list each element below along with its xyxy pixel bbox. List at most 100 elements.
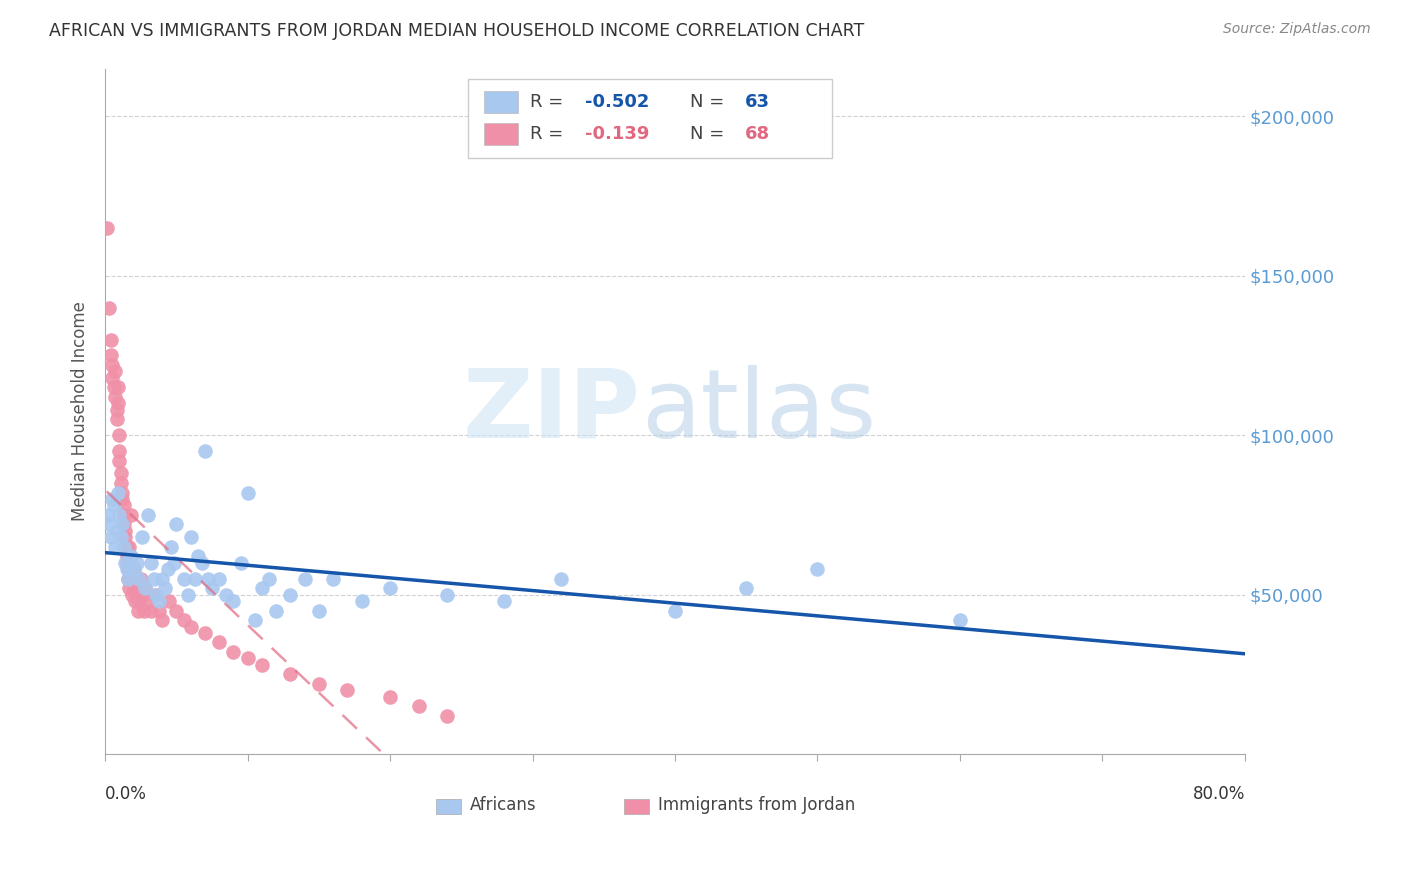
Point [408, 699, 430, 714]
Point [129, 572, 152, 586]
Point [125, 588, 148, 602]
Point [132, 603, 155, 617]
Text: 63: 63 [745, 93, 769, 112]
Point [101, 358, 124, 372]
Point [100, 349, 122, 363]
Bar [436, 798, 461, 814]
Bar [484, 91, 517, 113]
Text: R =: R = [530, 125, 569, 143]
Point [134, 581, 156, 595]
Point [112, 508, 135, 522]
Point [108, 508, 131, 522]
Point [294, 572, 316, 586]
Point [153, 581, 176, 595]
Point [118, 581, 141, 595]
Point [103, 380, 125, 394]
Text: atlas: atlas [641, 365, 876, 458]
Point [122, 581, 145, 595]
Point [148, 594, 170, 608]
Point [121, 572, 143, 586]
Point [118, 540, 141, 554]
Point [806, 562, 828, 576]
Point [148, 603, 170, 617]
FancyBboxPatch shape [468, 78, 832, 158]
Point [735, 581, 758, 595]
Point [322, 572, 344, 586]
Point [264, 603, 287, 617]
Point [117, 572, 139, 586]
Point [156, 562, 179, 576]
Point [215, 588, 238, 602]
Bar [484, 123, 517, 145]
Point [111, 517, 134, 532]
Point [127, 603, 149, 617]
Text: -0.502: -0.502 [585, 93, 650, 112]
Point [236, 651, 259, 665]
Text: 80.0%: 80.0% [1192, 785, 1244, 803]
Point [103, 499, 125, 513]
Point [101, 371, 124, 385]
Point [107, 396, 129, 410]
Point [436, 588, 458, 602]
Point [112, 540, 135, 554]
Point [664, 603, 686, 617]
Point [120, 556, 142, 570]
Point [180, 530, 202, 544]
Point [128, 572, 150, 586]
Point [550, 572, 572, 586]
Point [139, 603, 162, 617]
Point [949, 613, 972, 627]
Point [250, 657, 273, 672]
Point [173, 572, 195, 586]
Point [112, 499, 135, 513]
Point [127, 581, 149, 595]
Point [108, 444, 131, 458]
Point [114, 556, 136, 570]
Point [110, 530, 132, 544]
Point [350, 594, 373, 608]
Point [107, 380, 129, 394]
Point [229, 556, 252, 570]
Point [114, 524, 136, 538]
Point [136, 594, 159, 608]
Point [101, 491, 124, 506]
Point [115, 540, 138, 554]
Point [131, 588, 153, 602]
Point [180, 619, 202, 633]
Text: N =: N = [690, 93, 730, 112]
Point [105, 402, 128, 417]
Point [96, 221, 118, 235]
Point [208, 572, 231, 586]
Point [104, 540, 127, 554]
Point [208, 635, 231, 649]
Point [159, 540, 181, 554]
Point [112, 517, 135, 532]
Point [250, 581, 273, 595]
Point [100, 530, 122, 544]
Y-axis label: Median Household Income: Median Household Income [72, 301, 89, 521]
Point [111, 485, 134, 500]
Point [120, 508, 142, 522]
Point [257, 572, 280, 586]
Point [187, 549, 209, 564]
Point [165, 517, 187, 532]
Point [236, 485, 259, 500]
Point [177, 588, 200, 602]
Point [107, 485, 129, 500]
Point [280, 588, 302, 602]
Point [104, 364, 127, 378]
Point [222, 594, 245, 608]
Text: 68: 68 [745, 125, 769, 143]
Text: Source: ZipAtlas.com: Source: ZipAtlas.com [1223, 22, 1371, 37]
Point [378, 690, 401, 704]
Point [131, 530, 153, 544]
Point [378, 581, 401, 595]
Text: AFRICAN VS IMMIGRANTS FROM JORDAN MEDIAN HOUSEHOLD INCOME CORRELATION CHART: AFRICAN VS IMMIGRANTS FROM JORDAN MEDIAN… [49, 22, 865, 40]
Point [165, 603, 187, 617]
Point [145, 588, 167, 602]
Point [98, 301, 121, 315]
Point [105, 524, 128, 538]
Point [150, 613, 173, 627]
Point [122, 562, 145, 576]
Point [110, 476, 132, 491]
